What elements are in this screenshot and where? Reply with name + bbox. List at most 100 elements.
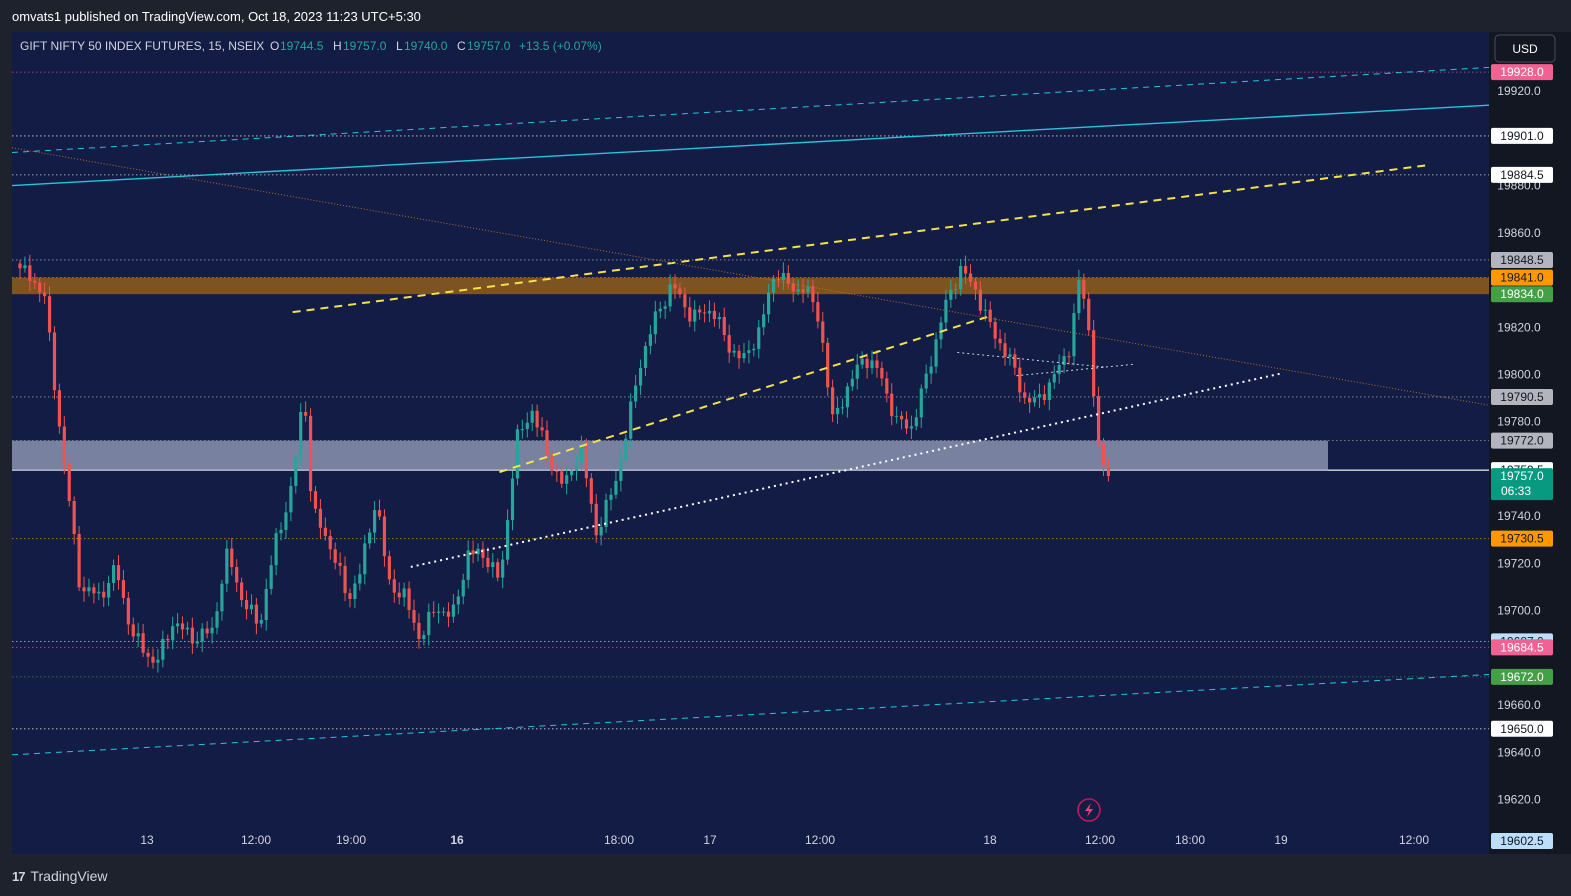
candle-body [18,263,22,269]
candle-body [417,622,421,640]
candle-body [427,611,431,636]
tradingview-mark-icon: 17 [12,868,26,884]
candle-body [62,426,66,465]
candle-body [698,309,702,313]
candle-body [220,583,224,612]
open-label: O [270,39,279,53]
high-value: 19757.0 [343,39,387,53]
candle-body [481,548,485,558]
candle-body [885,378,889,394]
candle-body [1032,397,1037,403]
tradingview-logo[interactable]: 17 TradingView [12,868,108,884]
candle-body [752,348,756,351]
candle-body [501,559,505,578]
candle-body [816,302,820,322]
candle-body [87,587,91,592]
candle-body [826,342,830,388]
candle-body [126,597,130,625]
candle-body [1037,394,1042,398]
candle-body [299,411,303,457]
candle-body [688,307,692,322]
candle-body [840,407,845,409]
currency-label[interactable]: USD [1512,42,1538,56]
price-tick-label: 19800.0 [1497,368,1541,382]
candle-body [136,633,140,637]
candle-body [151,656,155,663]
price-label-text: 19730.5 [1500,532,1544,546]
candle-body [904,419,909,429]
candle-body [102,591,106,598]
candle-body [668,284,672,307]
candle-body [638,367,643,386]
candle-body [609,494,613,500]
flash-icon-bolt[interactable] [1085,803,1093,817]
flash-icon-ring[interactable] [1077,798,1101,822]
price-label-text: 19650.0 [1500,722,1544,736]
candle-body [565,475,569,484]
candle-body [1057,365,1061,375]
time-axis-background[interactable] [0,854,1571,858]
price-label-text: 19841.0 [1500,271,1544,285]
footer: 17 TradingView [0,858,1571,896]
candle-body [33,280,37,283]
price-labels: 19928.0 19901.0 19884.5 19848.5 19841.0 19834… [1328,64,1553,850]
candle-body [377,510,382,517]
candle-body [599,526,603,536]
candle-body [392,579,396,593]
candle-body [835,407,840,415]
candle-body [998,338,1002,344]
currency-button-frame[interactable] [1494,34,1556,63]
candle-body [225,548,229,584]
candle-body [240,582,244,601]
candle-body [195,641,199,644]
candle-body [693,309,697,322]
publish-info: omvats1 published on TradingView.com, Oc… [12,9,421,24]
price-label-text: 19848.5 [1500,253,1544,267]
candle-body [673,284,677,289]
candle-body [456,596,460,605]
candle-body [959,265,963,290]
candle-body [845,386,849,408]
candle-body [821,321,825,343]
price-tick-label: 19780.0 [1497,415,1541,429]
price-label-text: 19901.0 [1500,129,1544,143]
candle-body [712,310,717,320]
candle-body [72,500,76,534]
candle-body [934,339,938,367]
candle-body [185,627,190,630]
candle-body [717,316,721,320]
time-axis[interactable]: 13 12:00 19:00 16 18:00 17 12:00 18 12:00 18:00 19… [0,833,1571,858]
candle-body [402,588,406,598]
candle-body [653,311,657,335]
candle-body [909,426,914,429]
candle-body [1052,374,1056,383]
candle-body [304,411,308,416]
price-label-tag [1491,639,1553,656]
currency-button[interactable]: USD [1494,34,1556,63]
candle-body [584,446,588,479]
flash-icon[interactable] [1077,798,1101,822]
candle-body [643,345,648,368]
candle-body [791,283,795,292]
candle-body [471,550,475,555]
close-label: C [457,39,466,53]
candle-body [38,282,42,293]
time-tick-label: 17 [703,833,717,847]
candle-body [1008,354,1012,357]
price-label-text: 19928.0 [1500,65,1544,79]
candle-body [161,638,165,660]
candle-body [111,565,116,583]
price-label-tag [1491,720,1553,737]
candle-body [781,272,785,281]
candle-body [166,638,170,641]
candle-body [318,508,323,528]
candle-body [486,557,490,568]
candle-body [767,292,771,315]
change-value: +13.5 (+0.07%) [519,39,602,53]
price-level-lines [12,71,1489,730]
candle-body [1067,356,1071,358]
candle-body [1018,367,1022,393]
candle-body [964,265,968,274]
candle-body [604,499,608,527]
